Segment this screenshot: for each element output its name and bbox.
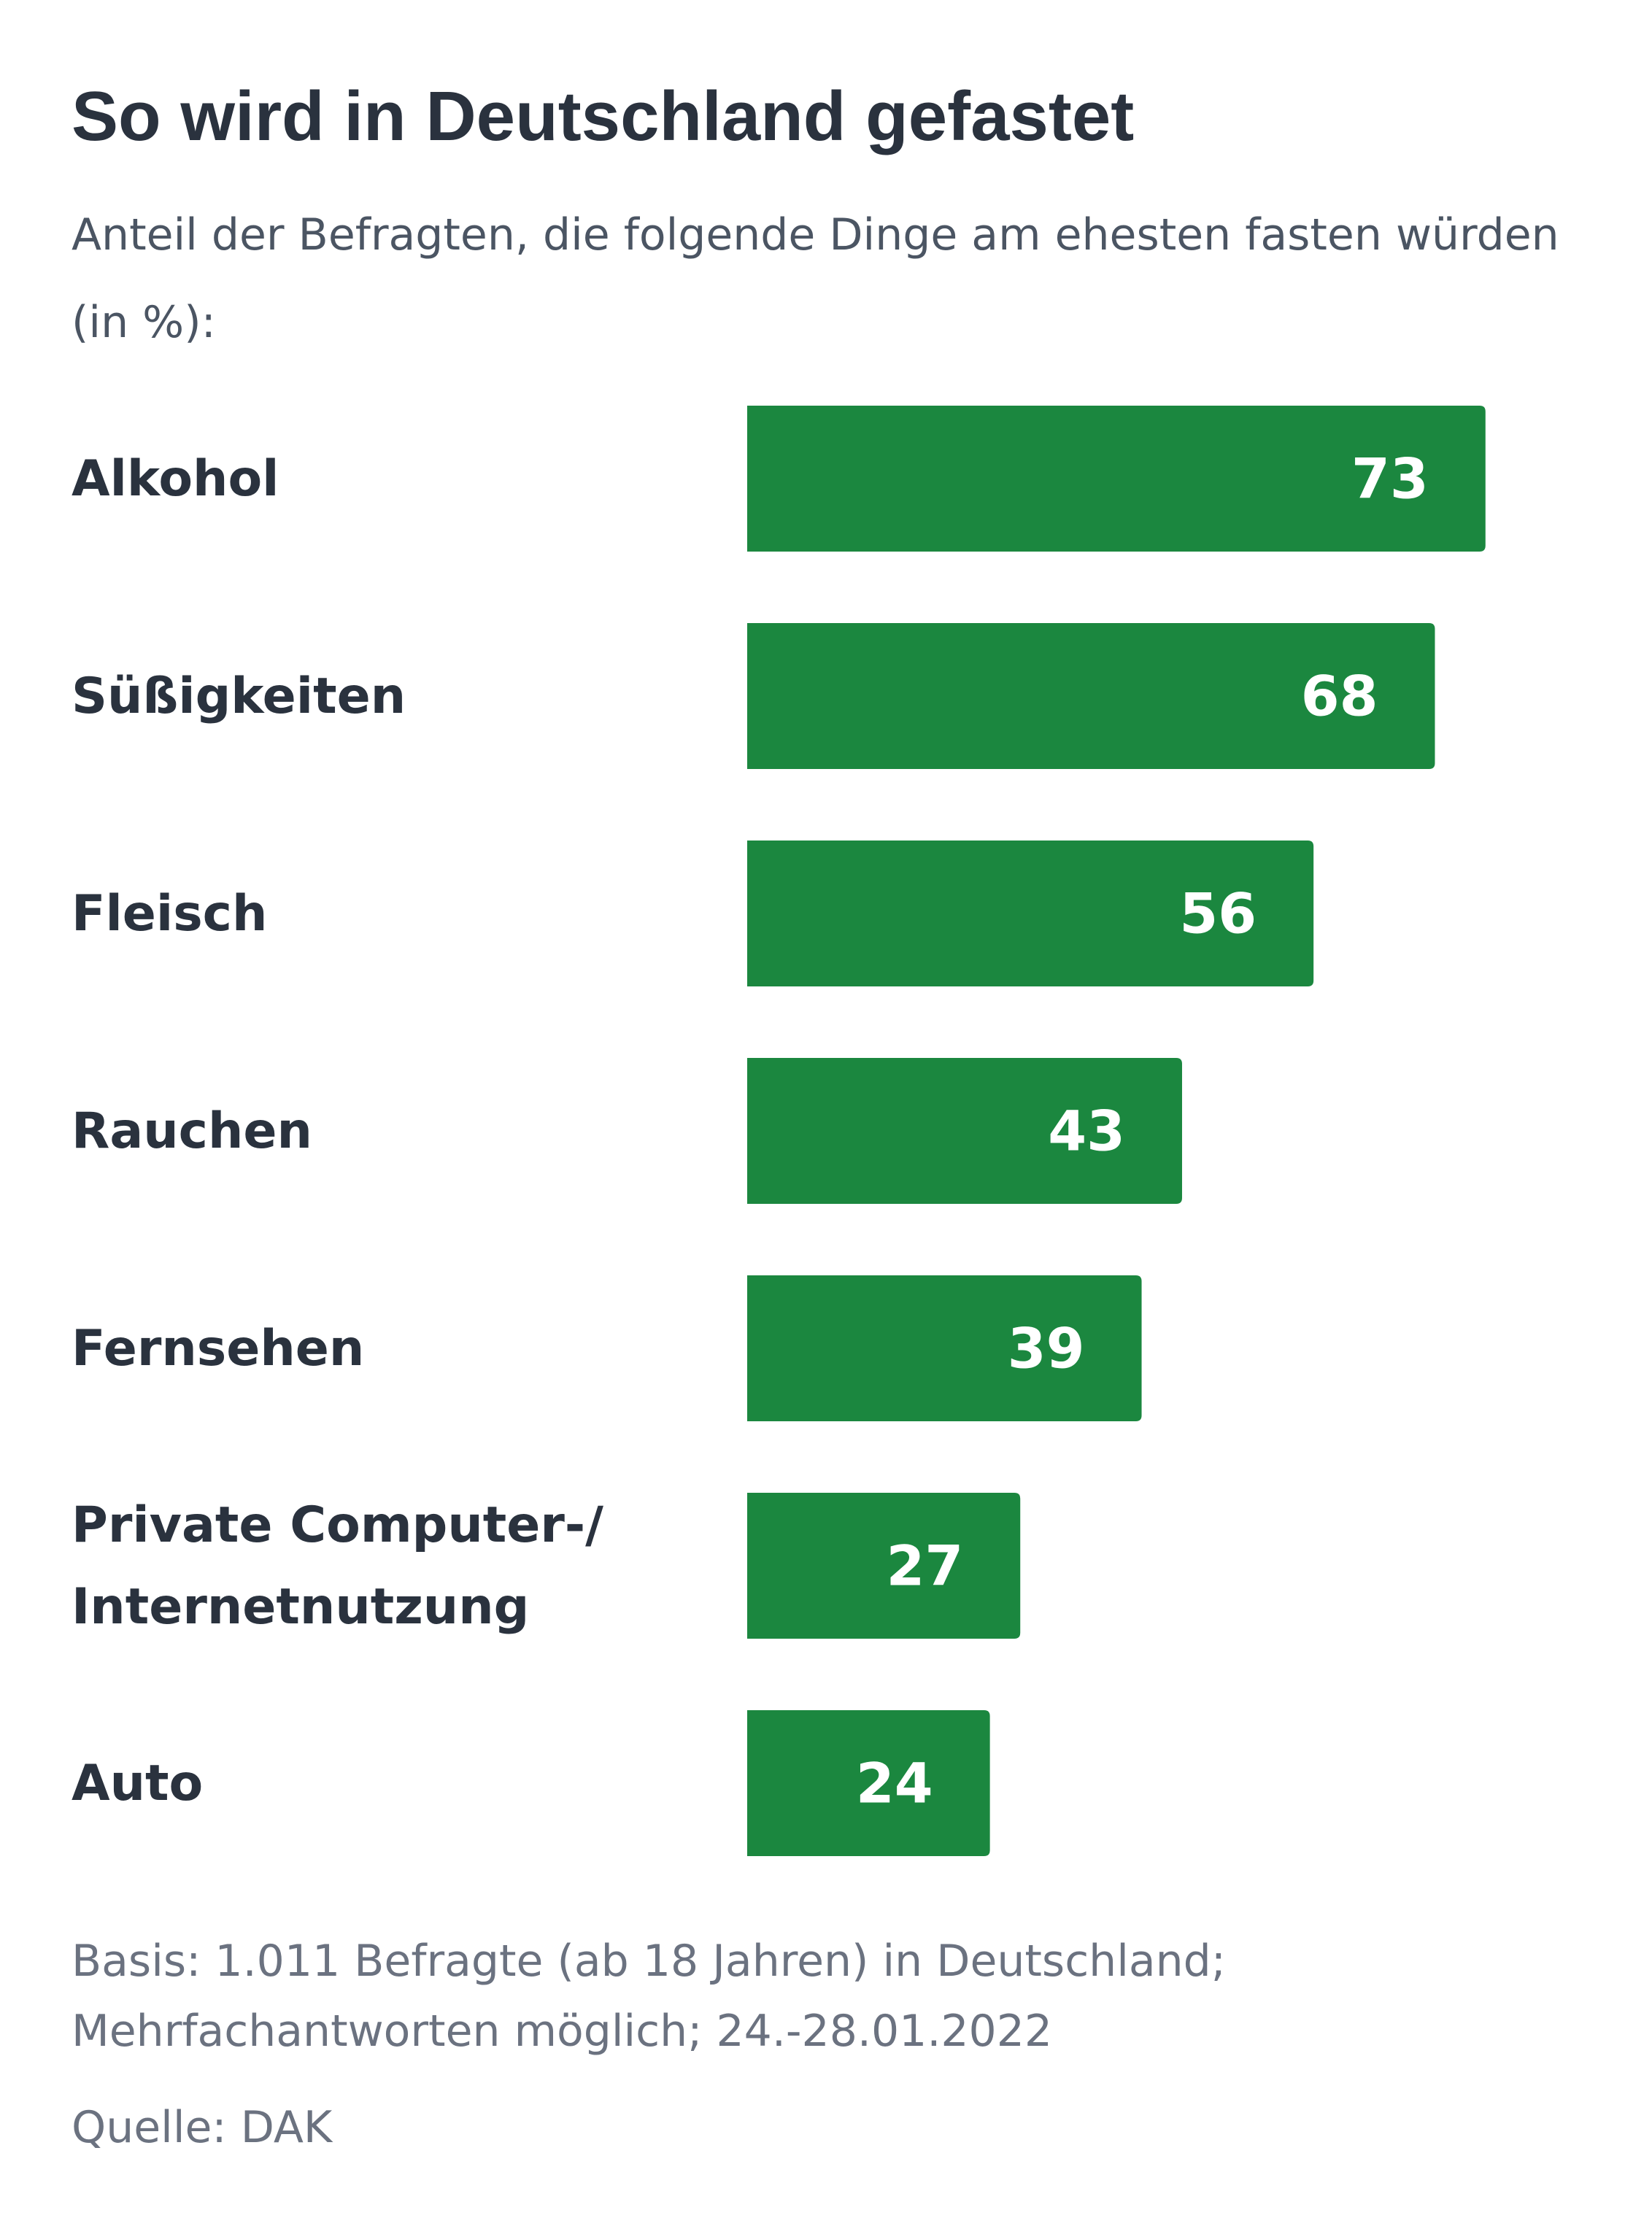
bar-auto [747, 1710, 990, 1856]
bar-chart: 73 Alkohol 68 Süßigkeiten 56 Fleisch 43 Rauchen… [72, 406, 1486, 1856]
value-label-private-computer-internetnutzung: 27 [886, 1534, 963, 1599]
chart-source: Quelle: DAK [72, 2102, 333, 2153]
chart-footnote: Basis: 1.011 Befragte (ab 18 Jahren) in … [72, 1936, 1226, 2057]
category-label-fernsehen: Fernsehen [72, 1320, 364, 1377]
category-label-rauchen: Rauchen [72, 1102, 312, 1160]
chart-title: So wird in Deutschland gefastet [72, 77, 1135, 155]
chart-subtitle: Anteil der Befragten, die folgende Dinge… [72, 209, 1559, 348]
bar-private-computer-internetnutzung [747, 1493, 1021, 1639]
bar-rauchen [747, 1058, 1182, 1204]
bar-süßigkeiten [747, 623, 1435, 769]
category-label-auto: Auto [72, 1755, 203, 1812]
value-label-auto: 24 [856, 1751, 933, 1816]
value-label-fernsehen: 39 [1008, 1316, 1085, 1381]
bar-fleisch [747, 841, 1314, 986]
value-label-fleisch: 56 [1179, 881, 1257, 946]
category-label-private-computer-internetnutzung: Private Computer-/Internetnutzung [72, 1496, 603, 1636]
value-label-süßigkeiten: 68 [1301, 664, 1378, 729]
bar-alkohol [747, 406, 1486, 552]
category-label-alkohol: Alkohol [72, 450, 279, 508]
value-label-rauchen: 43 [1048, 1099, 1125, 1164]
bar-fernsehen [747, 1275, 1142, 1421]
category-label-süßigkeiten: Süßigkeiten [72, 668, 406, 725]
value-label-alkohol: 73 [1351, 447, 1429, 511]
category-label-fleisch: Fleisch [72, 885, 267, 943]
